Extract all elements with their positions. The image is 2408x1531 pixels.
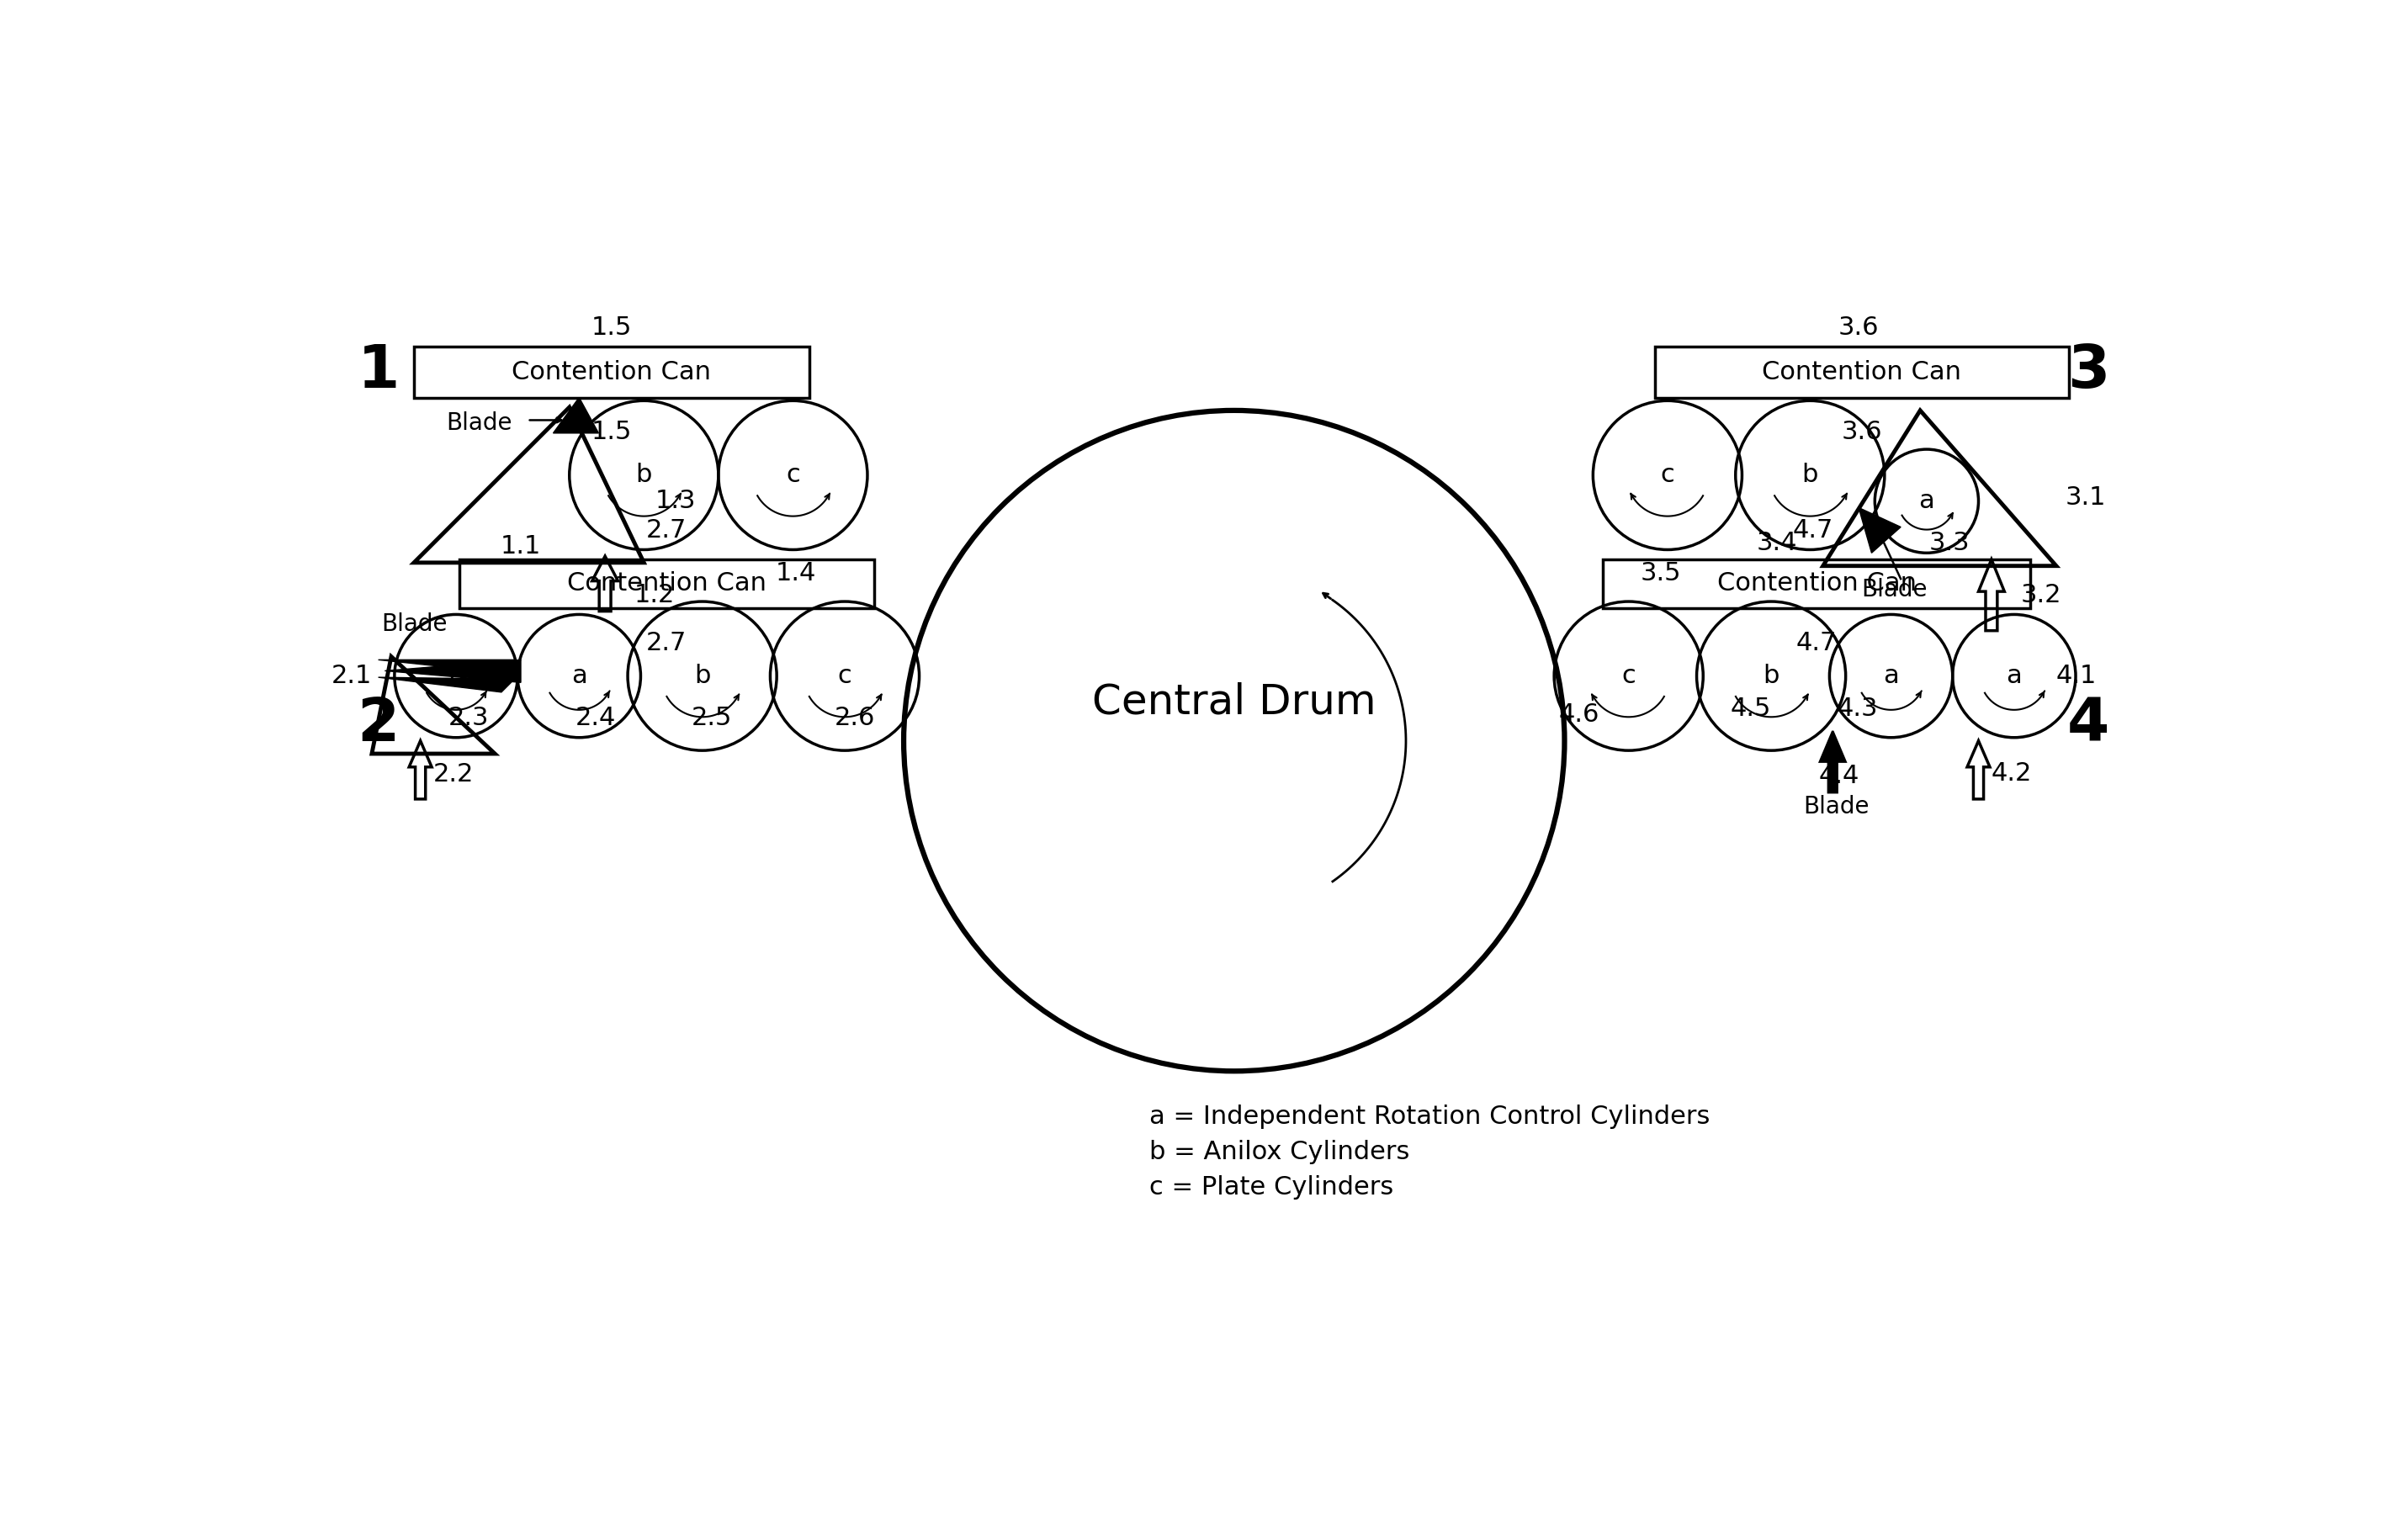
Text: 4.5: 4.5 [1729, 697, 1770, 721]
Bar [1654, 348, 2068, 398]
Text: Contention Can: Contention Can [566, 571, 766, 596]
Text: b: b [636, 462, 653, 487]
Polygon shape [378, 660, 515, 672]
Text: a: a [1883, 664, 1900, 689]
Text: Contention Can: Contention Can [1763, 360, 1963, 384]
Text: a: a [448, 664, 465, 689]
Text: 2.7: 2.7 [645, 631, 686, 655]
Text: b: b [694, 664, 710, 689]
Text: 1.4: 1.4 [775, 562, 816, 586]
Text: 2: 2 [356, 695, 400, 753]
Text: 4.2: 4.2 [1991, 761, 2032, 785]
Text: 3.5: 3.5 [1640, 562, 1681, 586]
Text: 3: 3 [2068, 343, 2109, 401]
Text: 2.4: 2.4 [576, 706, 616, 730]
Text: Blade: Blade [1861, 579, 1926, 602]
Text: 1: 1 [356, 343, 400, 401]
Text: 4.7: 4.7 [1794, 517, 1832, 542]
Text: 3.4: 3.4 [1755, 531, 1796, 556]
Text: 2.5: 2.5 [691, 706, 732, 730]
Text: 1.2: 1.2 [633, 583, 674, 608]
Polygon shape [1820, 732, 1845, 793]
Text: c: c [1662, 462, 1674, 487]
Text: c: c [785, 462, 799, 487]
Polygon shape [554, 398, 600, 433]
Text: 1.1: 1.1 [501, 534, 542, 559]
Text: Contention Can: Contention Can [1717, 571, 1917, 596]
Text: 1.5: 1.5 [590, 315, 631, 340]
Text: 2.6: 2.6 [833, 706, 874, 730]
Text: 4: 4 [2068, 695, 2109, 753]
Text: 1.5: 1.5 [590, 419, 631, 444]
Text: 3.6: 3.6 [1837, 315, 1878, 340]
Bar [460, 559, 874, 608]
Text: 3.6: 3.6 [1842, 419, 1883, 444]
Text: b: b [1763, 664, 1780, 689]
Text: 4.3: 4.3 [1837, 697, 1878, 721]
Bar [414, 348, 809, 398]
Text: c: c [1621, 664, 1635, 689]
Text: 3.3: 3.3 [1929, 531, 1970, 556]
Bar [1604, 559, 2030, 608]
Text: a: a [2006, 664, 2023, 689]
Text: 4.4: 4.4 [1818, 764, 1859, 788]
Text: Central Drum: Central Drum [1093, 681, 1375, 723]
Text: 3.2: 3.2 [2020, 583, 2061, 608]
Text: 4.7: 4.7 [1796, 631, 1837, 655]
Text: c: c [838, 664, 852, 689]
Text: 4.6: 4.6 [1558, 703, 1599, 727]
Text: 2.1: 2.1 [332, 664, 371, 689]
Polygon shape [378, 677, 515, 692]
Text: c = Plate Cylinders: c = Plate Cylinders [1149, 1176, 1394, 1200]
Text: a = Independent Rotation Control Cylinders: a = Independent Rotation Control Cylinde… [1149, 1104, 1710, 1128]
Text: b: b [1801, 462, 1818, 487]
Text: Blade: Blade [380, 612, 448, 635]
Polygon shape [385, 660, 520, 683]
Text: b = Anilox Cylinders: b = Anilox Cylinders [1149, 1141, 1409, 1164]
Text: 3.1: 3.1 [2066, 485, 2107, 510]
Text: a: a [1919, 488, 1934, 513]
Text: Blade: Blade [445, 412, 513, 435]
Text: Blade: Blade [1804, 795, 1869, 819]
Text: 2.7: 2.7 [645, 517, 686, 542]
Text: a: a [571, 664, 588, 689]
Text: 4.1: 4.1 [2056, 664, 2097, 689]
Text: 1.3: 1.3 [655, 488, 696, 513]
Text: 2.2: 2.2 [433, 762, 474, 787]
Polygon shape [1859, 508, 1900, 553]
Text: 2.3: 2.3 [448, 706, 489, 730]
Text: Contention Can: Contention Can [513, 360, 710, 384]
